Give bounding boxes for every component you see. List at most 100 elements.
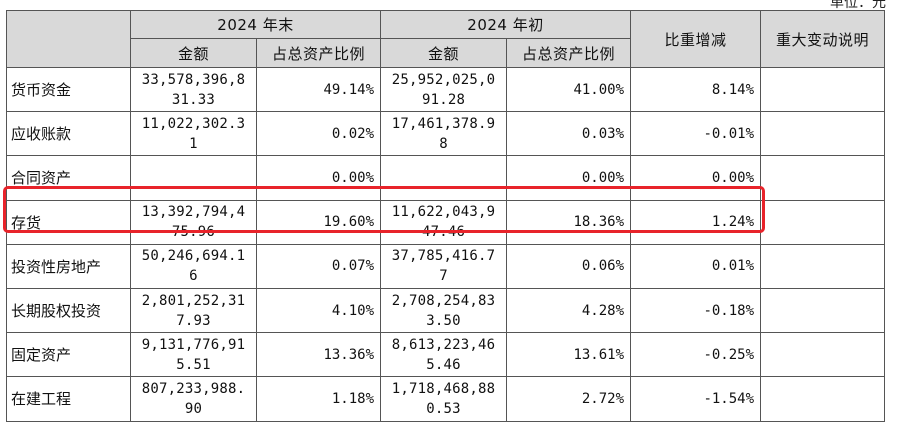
change-note bbox=[760, 287, 886, 334]
start-ratio: 0.00% bbox=[506, 155, 632, 201]
start-amount-line2: 91.28 bbox=[421, 91, 466, 108]
change-note bbox=[760, 66, 886, 113]
start-ratio: 0.03% bbox=[506, 111, 632, 157]
start-ratio: 13.61% bbox=[506, 332, 632, 378]
change-note bbox=[760, 332, 886, 378]
end-ratio: 1.18% bbox=[255, 376, 382, 422]
end-amount bbox=[130, 155, 257, 201]
end-amount-line1: 807,233,988. bbox=[141, 380, 246, 397]
table-row: 长期股权投资 2,801,252,31 7.93 4.10% 2,708,254,83 3… bbox=[6, 287, 886, 334]
start-amount-line2: 0.53 bbox=[426, 400, 461, 417]
end-ratio: 0.02% bbox=[255, 111, 382, 157]
start-amount: 11,622,043,9 47.46 bbox=[380, 199, 508, 245]
start-amount-line1: 17,461,378.9 bbox=[391, 115, 496, 132]
unit-label: 单位：元 bbox=[830, 0, 886, 11]
table-row: 存货 13,392,794,4 75.96 19.60% 11,622,043,9 47.… bbox=[6, 199, 886, 245]
end-amount-line1: 33,578,396,8 bbox=[141, 71, 246, 88]
table-row: 应收账款 11,022,302.3 1 0.02% 17,461,378.9 8 0.03%… bbox=[6, 111, 886, 157]
ratio-change: -0.01% bbox=[630, 111, 762, 157]
end-amount-line2: 75.96 bbox=[171, 224, 216, 241]
start-amount: 37,785,416.7 7 bbox=[380, 243, 508, 289]
row-label: 长期股权投资 bbox=[6, 287, 131, 334]
end-amount: 807,233,988. 90 bbox=[130, 376, 257, 422]
end-amount-line2: 5.51 bbox=[176, 356, 211, 373]
start-amount-line1: 11,622,043,9 bbox=[391, 204, 496, 221]
start-amount bbox=[380, 155, 508, 201]
start-amount: 8,613,223,46 5.46 bbox=[380, 332, 508, 378]
end-amount-line1: 9,131,776,91 bbox=[141, 336, 246, 353]
end-amount-line1: 13,392,794,4 bbox=[141, 204, 246, 221]
end-amount-line1: 2,801,252,31 bbox=[141, 292, 246, 309]
change-note bbox=[760, 111, 886, 157]
start-amount: 1,718,468,88 0.53 bbox=[380, 376, 508, 422]
row-label: 固定资产 bbox=[6, 332, 131, 378]
header-end-amount: 金额 bbox=[130, 38, 257, 68]
change-note bbox=[760, 199, 886, 245]
header-period-end: 2024 年末 bbox=[129, 10, 382, 39]
header-end-ratio: 占总资产比例 bbox=[255, 38, 382, 68]
ratio-change: 1.24% bbox=[630, 199, 762, 245]
start-amount: 25,952,025,0 91.28 bbox=[380, 66, 508, 113]
start-amount-line2: 5.46 bbox=[426, 356, 461, 373]
change-note bbox=[760, 155, 886, 201]
table-row: 合同资产 0.00% 0.00% 0.00% bbox=[6, 155, 886, 201]
end-ratio: 13.36% bbox=[255, 332, 382, 378]
start-amount-line1: 25,952,025,0 bbox=[391, 71, 496, 88]
asset-table: 2024 年末 2024 年初 比重增减 重大变动说明 金额 占总资产比例 金额… bbox=[6, 10, 886, 422]
start-amount-line1: 1,718,468,88 bbox=[391, 380, 496, 397]
start-amount-line2: 7 bbox=[439, 268, 448, 285]
start-amount: 2,708,254,83 3.50 bbox=[380, 287, 508, 334]
ratio-change: 0.00% bbox=[630, 155, 762, 201]
start-amount: 17,461,378.9 8 bbox=[380, 111, 508, 157]
end-amount-line2: 1 bbox=[189, 135, 198, 152]
start-ratio: 41.00% bbox=[506, 66, 632, 113]
row-label: 投资性房地产 bbox=[6, 243, 131, 289]
start-amount-line1: 8,613,223,46 bbox=[391, 336, 496, 353]
header-row-1: 2024 年末 2024 年初 比重增减 重大变动说明 bbox=[6, 10, 886, 68]
row-label: 货币资金 bbox=[6, 66, 131, 113]
start-ratio: 4.28% bbox=[506, 287, 632, 334]
end-amount: 13,392,794,4 75.96 bbox=[130, 199, 257, 245]
end-amount-line2: 90 bbox=[184, 400, 203, 417]
row-label: 应收账款 bbox=[6, 111, 131, 157]
start-ratio: 18.36% bbox=[506, 199, 632, 245]
end-amount: 33,578,396,8 31.33 bbox=[130, 66, 257, 113]
end-ratio: 0.07% bbox=[255, 243, 382, 289]
table-row: 货币资金 33,578,396,8 31.33 49.14% 25,952,025,0 9… bbox=[6, 66, 886, 113]
row-label: 在建工程 bbox=[6, 376, 131, 422]
end-amount: 2,801,252,31 7.93 bbox=[130, 287, 257, 334]
header-start-amount: 金额 bbox=[380, 38, 508, 68]
start-ratio: 0.06% bbox=[506, 243, 632, 289]
start-amount-line1: 2,708,254,83 bbox=[391, 292, 496, 309]
end-amount-line2: 31.33 bbox=[171, 91, 216, 108]
header-change: 比重增减 bbox=[630, 10, 762, 68]
end-ratio: 4.10% bbox=[255, 287, 382, 334]
change-note bbox=[760, 376, 886, 422]
ratio-change: -0.18% bbox=[630, 287, 762, 334]
table-row: 投资性房地产 50,246,694.1 6 0.07% 37,785,416.7 7 0.0… bbox=[6, 243, 886, 289]
ratio-change: -1.54% bbox=[630, 376, 762, 422]
end-amount-line1: 50,246,694.1 bbox=[141, 248, 246, 265]
start-amount-line2: 8 bbox=[439, 135, 448, 152]
end-amount: 9,131,776,91 5.51 bbox=[130, 332, 257, 378]
header-period-start: 2024 年初 bbox=[380, 10, 632, 39]
ratio-change: 8.14% bbox=[630, 66, 762, 113]
end-amount: 11,022,302.3 1 bbox=[130, 111, 257, 157]
end-ratio: 0.00% bbox=[255, 155, 382, 201]
header-start-ratio: 占总资产比例 bbox=[506, 38, 632, 68]
header-note: 重大变动说明 bbox=[760, 10, 886, 68]
table-row: 在建工程 807,233,988. 90 1.18% 1,718,468,88 0.53 2… bbox=[6, 376, 886, 422]
row-label: 存货 bbox=[6, 199, 131, 245]
start-amount-line2: 3.50 bbox=[426, 312, 461, 329]
ratio-change: -0.25% bbox=[630, 332, 762, 378]
end-amount-line2: 6 bbox=[189, 268, 198, 285]
end-ratio: 19.60% bbox=[255, 199, 382, 245]
change-note bbox=[760, 243, 886, 289]
end-amount-line1: 11,022,302.3 bbox=[141, 115, 246, 132]
start-ratio: 2.72% bbox=[506, 376, 632, 422]
table-body: 货币资金 33,578,396,8 31.33 49.14% 25,952,025,0 9… bbox=[6, 66, 886, 422]
start-amount-line2: 47.46 bbox=[421, 224, 466, 241]
start-amount-line1: 37,785,416.7 bbox=[391, 248, 496, 265]
end-amount-line2: 7.93 bbox=[176, 312, 211, 329]
end-amount: 50,246,694.1 6 bbox=[130, 243, 257, 289]
